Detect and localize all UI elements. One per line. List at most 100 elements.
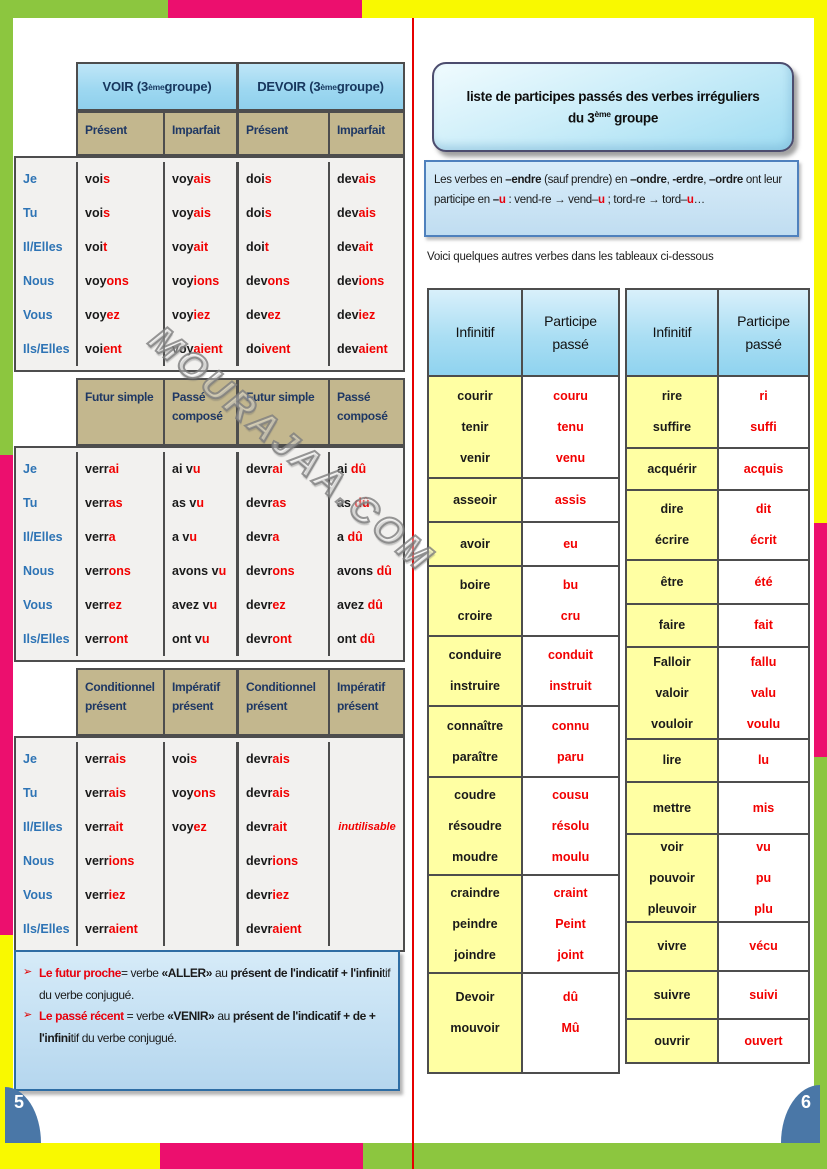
verb-group-row: connaître paraître connu paru: [429, 705, 618, 776]
verb-ending: ivent: [261, 342, 291, 356]
participle-cell: craint Peint joint: [523, 876, 618, 972]
infinitive: avoir: [460, 536, 490, 551]
verb-cell: [330, 742, 402, 776]
verb-cell: devraient: [239, 912, 328, 946]
verb-ending: s: [264, 172, 272, 186]
border-strip-bottom-magenta: [160, 1143, 363, 1169]
pronoun-cell: Vous: [23, 598, 53, 612]
verb-cell: avons dû: [330, 554, 402, 588]
participle: instruit: [549, 679, 592, 693]
verb-ending: inutilisable: [338, 821, 396, 833]
infinitive: lire: [662, 753, 682, 767]
verb-ending: s: [103, 206, 111, 220]
verb-stem: voy: [172, 206, 194, 220]
verb-cell: verrons: [78, 554, 163, 588]
verb-stem: dev: [337, 342, 359, 356]
verb-column: dois dois doit devons devez doivent: [239, 162, 330, 366]
verb-column: vois vois voit voyons voyez voient: [78, 162, 165, 366]
verb-ending: ais: [193, 206, 211, 220]
verb-stem: voy: [85, 274, 107, 288]
participle: vécu: [749, 939, 778, 953]
infinitive: ouvrir: [654, 1033, 690, 1048]
verb-stem: doi: [246, 206, 265, 220]
participle: acquis: [743, 461, 784, 476]
verb-cell: vois: [78, 162, 163, 196]
verb-group-row: avoir eu: [429, 521, 618, 565]
verb-cell: voyez: [78, 298, 163, 332]
infinitive-cell: ouvrir: [627, 1020, 719, 1062]
arrow-bullet-icon: ➢: [23, 1009, 32, 1022]
infinitive: peindre: [452, 916, 498, 931]
participle-cell: assis: [523, 479, 618, 521]
participle: fait: [754, 618, 773, 632]
text-segment: ,: [703, 174, 710, 186]
verb-stem: doi: [246, 240, 265, 254]
verb-cell: devront: [239, 622, 328, 656]
verb-cell: vois: [165, 742, 236, 776]
participle: assis: [554, 492, 587, 507]
verb-stem: devr: [246, 922, 273, 936]
verb-stem: voi: [85, 172, 104, 186]
infinitive: être: [660, 574, 684, 589]
verb-group-row: dire écrire dit écrit: [627, 489, 808, 559]
verb-column: ai dû as dû a dû avons dû avez dû ont dû: [330, 452, 402, 656]
verb-column: devrai devras devra devrons devrez devront: [239, 452, 330, 656]
verb-ending: iez: [193, 308, 211, 322]
verb-cell: devais: [330, 162, 402, 196]
verb-column: inutilisable: [330, 742, 402, 946]
verb-cell: ai vu: [165, 452, 236, 486]
verb-cell: voyions: [165, 264, 236, 298]
infinitive: valoir: [655, 685, 689, 700]
verb-cell: a dû: [330, 520, 402, 554]
infinitive-cell: suivre: [627, 972, 719, 1018]
participle: vu: [756, 839, 771, 854]
verb-ending: s: [190, 752, 198, 766]
infinitive-cell: dire écrire: [627, 491, 719, 559]
infinitive-cell: connaître paraître: [429, 707, 524, 776]
verb-stem: voy: [172, 240, 194, 254]
infinitive: suivre: [653, 987, 691, 1002]
verb-ending: aient: [108, 922, 138, 936]
verb-ending: dû: [354, 496, 370, 510]
participle: dit: [755, 502, 772, 516]
verb-ending: a: [108, 530, 116, 544]
participle: craint: [553, 885, 588, 900]
verb-ending: dû: [359, 632, 376, 646]
pronoun-cell: Ils/Elles: [23, 922, 70, 936]
verb-stem: verr: [85, 786, 109, 800]
verb-cell: a vu: [165, 520, 236, 554]
pronoun-cell: Ils/Elles: [23, 632, 70, 646]
verb-ending: dû: [367, 598, 383, 612]
futur-proche-text: Le futur proche= verbe «ALLER» au présen…: [39, 963, 392, 1006]
participle: moulu: [551, 849, 590, 864]
verb-stem: a: [337, 530, 348, 544]
verb-stem: dev: [337, 172, 359, 186]
participle-cell: vécu: [719, 923, 808, 970]
infinitive: moudre: [452, 849, 498, 864]
verb-ending: dû: [376, 564, 392, 578]
tense-header: Imparfait: [165, 113, 239, 154]
pronoun-column: Je Tu Il/Elles Nous Vous Ils/Elles: [16, 452, 78, 656]
participle: couru: [553, 388, 588, 403]
verb-cell: voyons: [165, 776, 236, 810]
verb-ending: ait: [193, 240, 209, 254]
infinitive: paraître: [452, 749, 498, 764]
participle: ri: [759, 389, 768, 403]
verb-cell: dois: [239, 162, 328, 196]
text-segment: tif du verbe conjugué.: [39, 966, 391, 1002]
participle-cell: fait: [719, 605, 808, 646]
verb-cell: devriez: [239, 878, 328, 912]
verb-group-row: rire suffire ri suffi: [627, 377, 808, 447]
tense-header: Présent: [239, 113, 330, 154]
pronoun-cell: Il/Elles: [23, 240, 63, 254]
verb-cell: deviez: [330, 298, 402, 332]
verb-cell: verrais: [78, 742, 163, 776]
infinitive-cell: Devoir mouvoir: [429, 974, 524, 1072]
verb-cell: devrait: [239, 810, 328, 844]
verb-ending: aient: [272, 922, 302, 936]
verb-cell: verrai: [78, 452, 163, 486]
verb-cell: verrions: [78, 844, 163, 878]
verb-stem: voy: [85, 308, 107, 322]
infinitive: rire: [661, 389, 683, 403]
